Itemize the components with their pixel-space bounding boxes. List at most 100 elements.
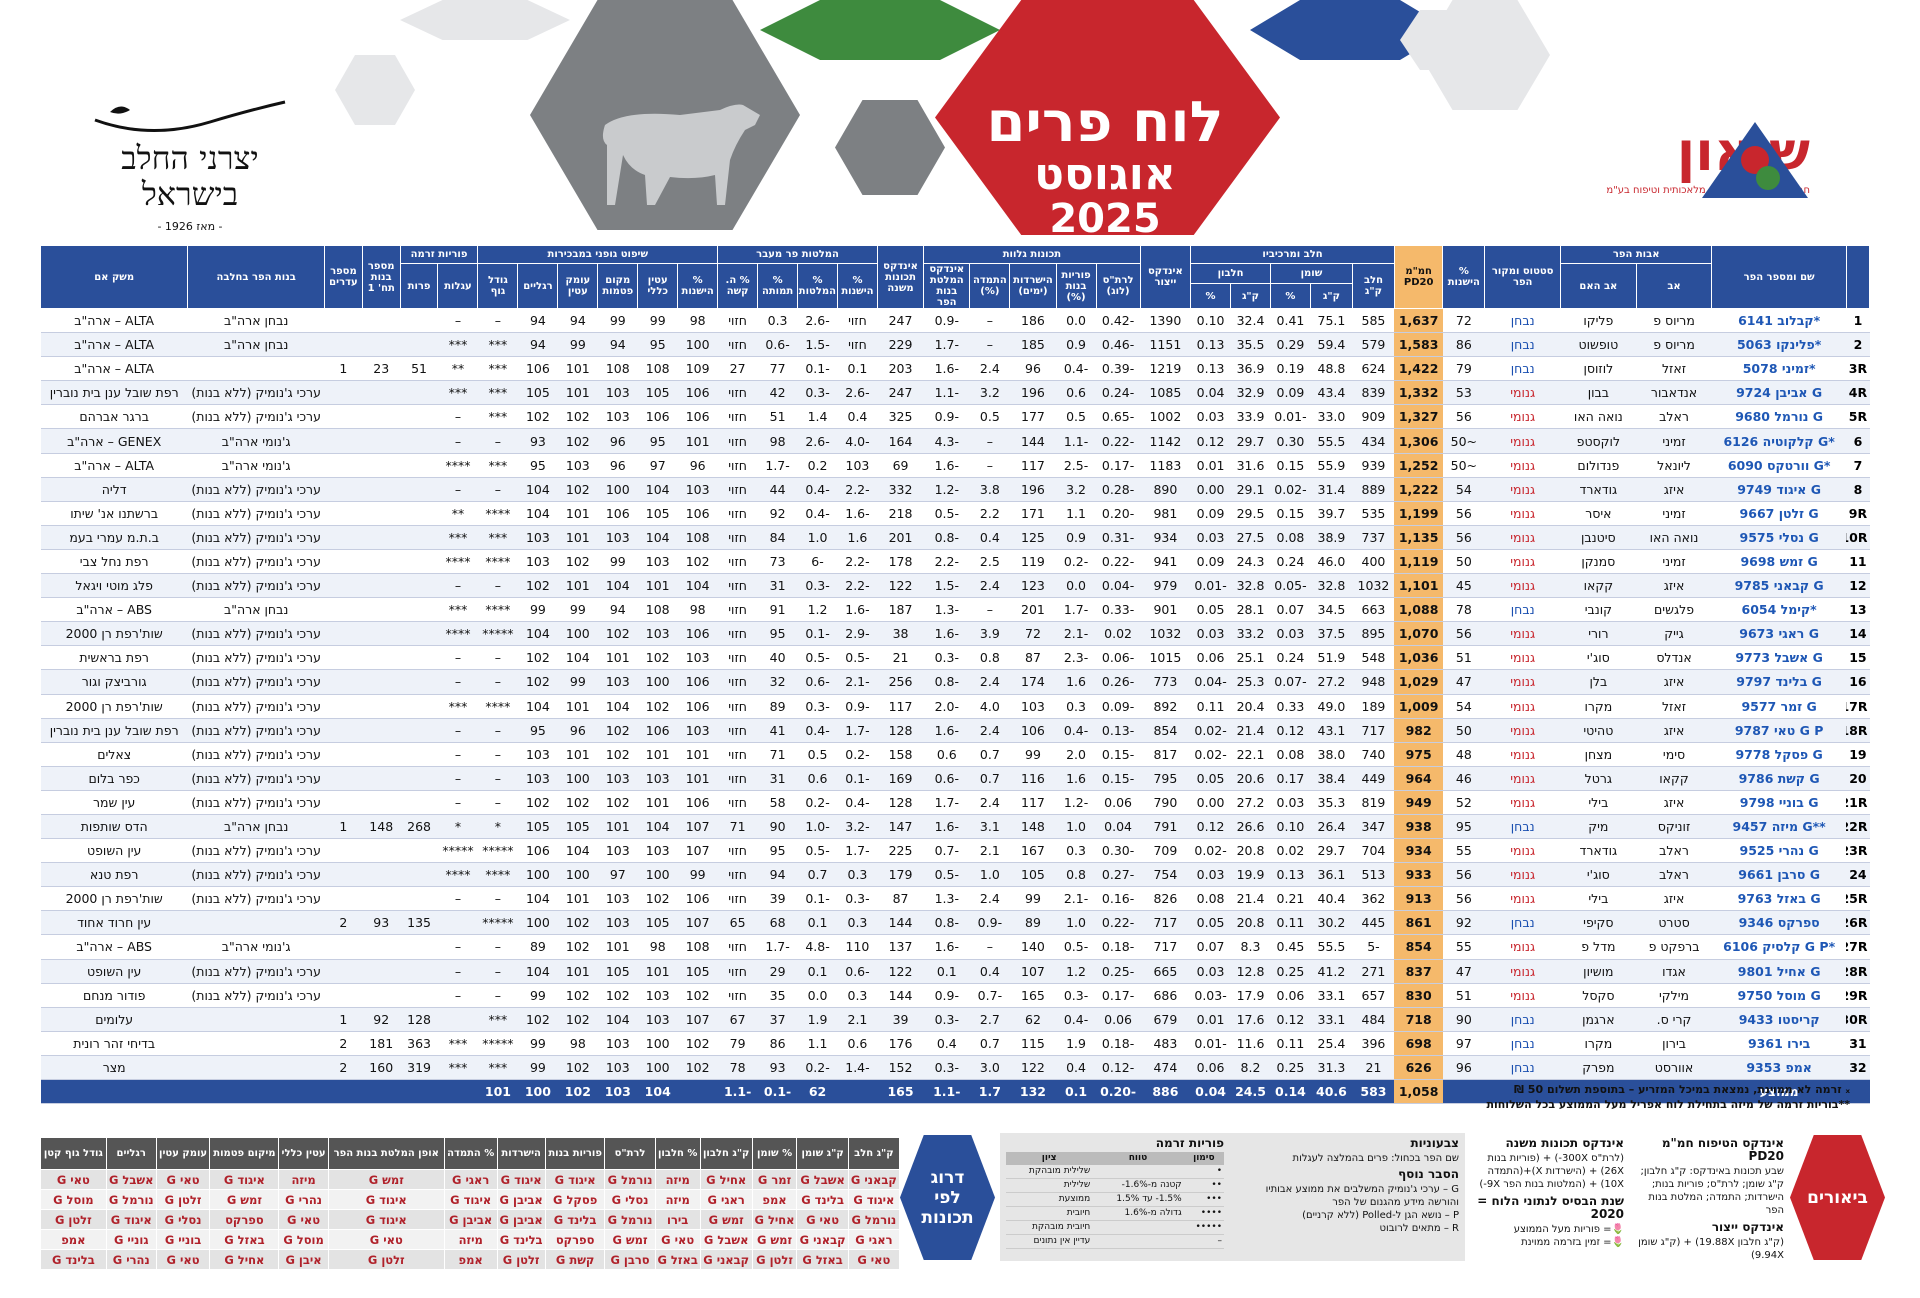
cell-pd20: 1,119 <box>1394 549 1443 575</box>
rank-cell: ספרקס <box>209 1209 280 1230</box>
cell-status: גנומי <box>1484 886 1561 912</box>
cell-mgs: מילקי <box>1636 983 1712 1008</box>
cell-farm-note: עין השופט <box>40 838 188 864</box>
cell-daughter-calving: -1.3 <box>923 597 970 623</box>
cell-overall: 108 <box>637 597 678 623</box>
rank-head: רגליים <box>105 1137 157 1170</box>
fert-head: ציון <box>1006 1152 1093 1165</box>
cell-production: 717 <box>1140 934 1191 960</box>
cell-milk-kg: 948 <box>1352 669 1395 695</box>
cell-sire: מפרק <box>1560 1055 1637 1081</box>
cell-teat-pos: 105 <box>557 814 598 840</box>
cell-udder-depth: 104 <box>597 1007 638 1032</box>
rank-head: פוריות בנות <box>544 1137 606 1170</box>
cell-farm-note: ABS – ארה"ב <box>40 934 188 960</box>
cell-daughters <box>362 669 401 695</box>
cell-heifers: – <box>437 934 478 960</box>
cell-stature: – <box>477 573 518 599</box>
cell-daughters <box>362 766 401 791</box>
cell-fat-kg: 46.0 <box>1310 549 1353 575</box>
cell-fat-kg: 55.5 <box>1310 428 1353 454</box>
cell-cd-rel: חזוי <box>717 549 758 575</box>
cell-stillbirth: 0.1 <box>797 959 838 984</box>
cell-milk-kg: 362 <box>1352 886 1395 912</box>
cell-difficult: 0.6 <box>837 1031 878 1056</box>
cell-stature: – <box>477 886 518 912</box>
cell-daughter-calving: -0.8 <box>923 669 970 695</box>
cell-pd20: 698 <box>1394 1031 1443 1056</box>
cell-daughters-milking: ערכי ג'נומיק (ללא בנות) <box>187 380 325 406</box>
cell-milk-kg: 579 <box>1352 332 1395 358</box>
avg-cell: 583 <box>1352 1079 1395 1104</box>
rank-cell: אחיל G <box>751 1209 798 1230</box>
cell-row-num: 13 <box>1846 597 1870 623</box>
cell-stature: *** <box>477 404 518 430</box>
table-row: 23R9525 נהרי Gראלבגודארדגנומי5593470429.… <box>40 838 1870 864</box>
col-pd20: חמ"מ PD20 <box>1393 245 1444 309</box>
rank-cell: איגוד G <box>105 1209 157 1230</box>
avg-cell: 0.04 <box>1190 1079 1231 1104</box>
cell-row-num: 11 <box>1846 549 1870 575</box>
rank-cell: קבאני G <box>699 1249 753 1270</box>
cell-row-num: 8 <box>1846 477 1870 502</box>
cell-persistency: – <box>969 597 1010 623</box>
cell-teat-pos: 98 <box>557 1031 598 1056</box>
cell-scs: -0.15 <box>1096 742 1141 767</box>
cell-type-rel: 107 <box>677 814 718 840</box>
cell-fat-pct: 0.13 <box>1270 862 1311 888</box>
cell-prot-kg: 20.8 <box>1230 910 1271 936</box>
cell-type-rel: 106 <box>677 790 718 815</box>
cell-fat-pct: 0.09 <box>1270 380 1311 406</box>
cell-daughter-calving: -1.1 <box>923 380 970 406</box>
cell-daughter-calving: -1.7 <box>923 790 970 815</box>
cell-type-rel: 106 <box>677 404 718 430</box>
cell-cows <box>400 669 438 695</box>
cell-persistency: 0.5 <box>969 404 1010 430</box>
cell-prot-kg: 27.2 <box>1230 790 1271 815</box>
cell-status: גנומי <box>1484 838 1561 864</box>
avg-cell: 886 <box>1140 1079 1191 1104</box>
cell-stillbirth: -2.6 <box>797 308 838 334</box>
cell-difficult: -1.7 <box>837 718 878 743</box>
cell-ease: 94 <box>757 862 798 888</box>
legend-extra-item: G – ערכי ג'נומיק המשלבים את ממוצע אבותיו… <box>1265 1184 1459 1208</box>
cell-fat-pct: 0.17 <box>1270 766 1311 791</box>
cell-pd20: 1,029 <box>1394 669 1443 695</box>
cell-prot-kg: 32.9 <box>1230 380 1271 406</box>
cell-daughters-milking: ערכי ג'נומיק (ללא בנות) <box>187 501 325 526</box>
cell-udder-depth: 94 <box>597 332 638 358</box>
cell-stature: – <box>477 959 518 984</box>
cell-difficult: -1.7 <box>837 838 878 864</box>
cell-sec-index: 187 <box>877 597 924 623</box>
cell-daughters-milking: ערכי ג'נומיק (ללא בנות) <box>187 959 325 984</box>
cell-prot-pct: 0.09 <box>1190 501 1231 526</box>
cell-sire: מקרו <box>1560 694 1637 719</box>
cell-stillbirth: -0.5 <box>797 838 838 864</box>
avg-cell: 103 <box>597 1079 638 1104</box>
cell-reliability: 52 <box>1442 790 1485 815</box>
cell-teat-pos: 102 <box>557 1055 598 1081</box>
cell-cd-rel: 65 <box>717 910 758 936</box>
cell-cows <box>400 428 438 454</box>
cell-difficult: -1.6 <box>837 597 878 623</box>
cell-persistency: 2.2 <box>969 501 1010 526</box>
cell-sire: בילי <box>1560 886 1637 912</box>
cell-scs: -0.15 <box>1096 766 1141 791</box>
cell-scs: -0.18 <box>1096 934 1141 960</box>
cell-reliability: 56 <box>1442 886 1485 912</box>
cell-production: 790 <box>1140 790 1191 815</box>
cell-persistency: 3.0 <box>969 1055 1010 1081</box>
cell-udder-depth: 103 <box>597 669 638 695</box>
cell-fat-kg: 26.4 <box>1310 814 1353 840</box>
cell-milk-kg: 513 <box>1352 862 1395 888</box>
cell-legs: 94 <box>517 308 558 334</box>
col-num <box>1845 245 1871 309</box>
cell-cd-rel: חזוי <box>717 380 758 406</box>
cell-dpr: -0.4 <box>1056 356 1097 382</box>
cell-legs: 102 <box>517 573 558 599</box>
cell-production: 1085 <box>1140 380 1191 406</box>
cell-heifers: – <box>437 766 478 791</box>
cell-cows <box>400 453 438 478</box>
cell-persistency: 2.4 <box>969 886 1010 912</box>
cell-scs: 0.06 <box>1096 790 1141 815</box>
